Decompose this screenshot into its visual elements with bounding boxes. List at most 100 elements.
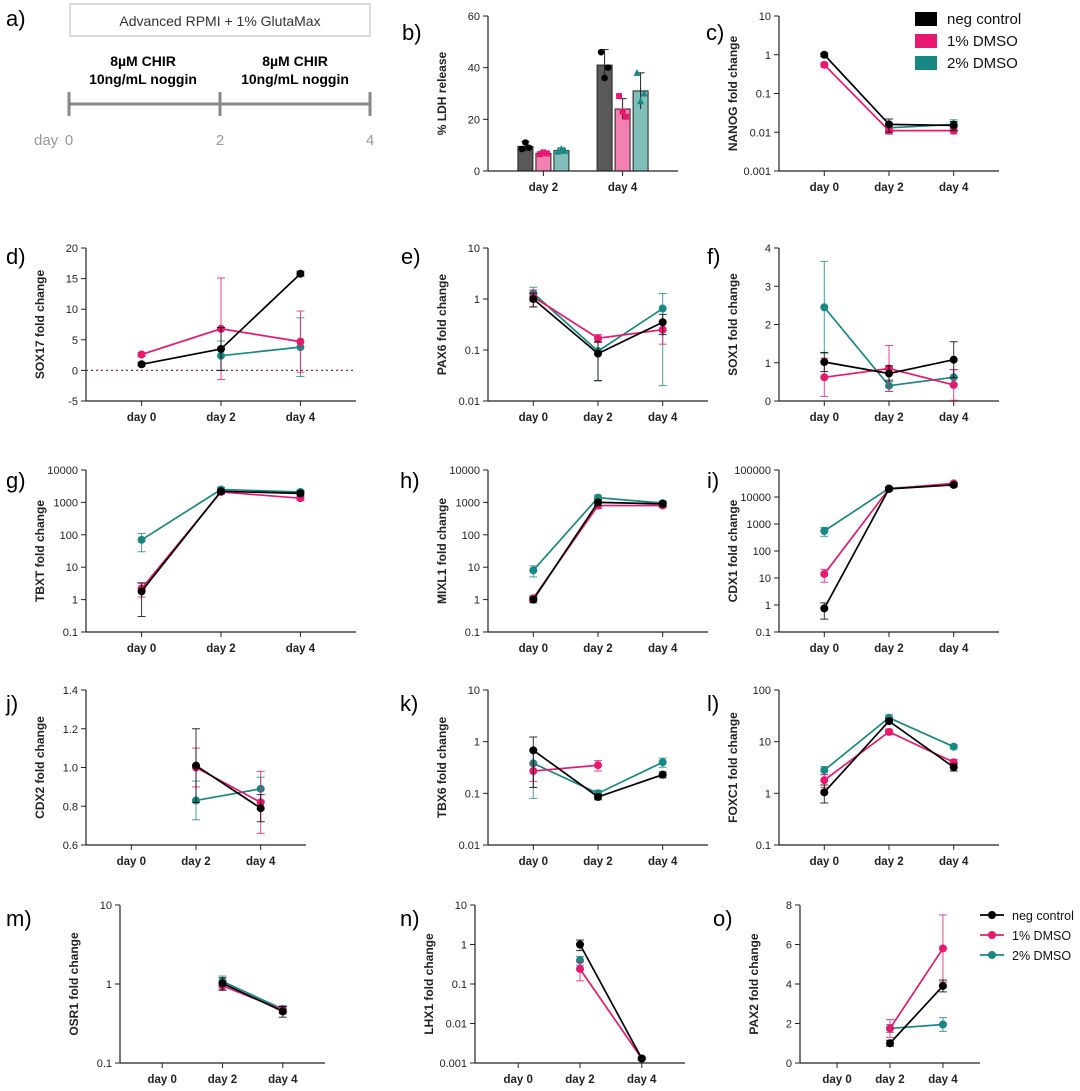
legend-label: 1% DMSO [947, 33, 1018, 50]
data-point [529, 746, 538, 755]
y-axis-label: TBX6 fold change [435, 717, 449, 819]
y-tick-label: 10000 [449, 465, 480, 477]
y-tick-label: 4 [786, 979, 792, 991]
data-point [518, 145, 526, 153]
timeline-tick-label-4: 4 [366, 132, 374, 149]
legend-label: neg control [1012, 909, 1074, 923]
legend-swatch [915, 56, 937, 70]
x-tick-label: day 4 [608, 182, 638, 194]
y-tick-label: 10 [455, 900, 467, 912]
data-point [536, 151, 543, 158]
series-line-1-dmso [889, 947, 944, 1029]
legend-label: 1% DMSO [1012, 929, 1071, 943]
panel-letter: g) [6, 468, 26, 493]
data-point [938, 944, 947, 953]
data-point [529, 295, 538, 303]
y-axis-label: NANOG fold change [726, 36, 740, 152]
data-point [137, 587, 146, 596]
series-line-1-dmso [823, 482, 954, 575]
data-point [820, 303, 829, 312]
series-line-neg-control [532, 501, 663, 601]
series-line-2-dmso [889, 1023, 944, 1030]
y-tick-label: 0.01 [446, 1019, 467, 1031]
x-tick-label: day 2 [874, 856, 903, 868]
data-point [525, 144, 533, 152]
data-point [658, 758, 667, 767]
data-point [594, 792, 602, 801]
y-tick-label: 0.01 [750, 127, 771, 139]
y-tick-label: 40 [468, 63, 480, 75]
y-tick-label: 10000 [740, 492, 771, 504]
panel-letter: m) [6, 906, 32, 931]
data-point [949, 480, 958, 489]
data-point [885, 717, 893, 726]
y-axis-label: PAX6 fold change [435, 274, 449, 375]
data-point [820, 788, 829, 797]
timeline-tick-label-2: 2 [216, 132, 224, 149]
data-point [820, 373, 829, 382]
x-tick-label: day 0 [519, 856, 548, 868]
data-point [278, 1007, 287, 1016]
y-tick-label: 0.1 [465, 345, 480, 357]
data-point [594, 334, 602, 343]
x-tick-label: day 4 [939, 643, 969, 655]
chart-j: j) 0.6 0.8 1.0 1.2 1.4 CDX2 fold change day 0 da… [5, 685, 306, 868]
data-point [594, 349, 602, 358]
y-axis-label: TBXT fold change [33, 500, 47, 602]
x-tick-label: day 0 [810, 643, 839, 655]
y-tick-label: 100 [462, 530, 480, 542]
series-line-1-dmso [140, 491, 301, 590]
y-tick-label: -5 [68, 396, 78, 408]
panel-letter: b) [402, 20, 422, 45]
y-tick-label: 10 [468, 243, 480, 255]
x-tick-label: day 2 [583, 856, 612, 868]
series-line-1-dmso [823, 730, 955, 781]
y-tick-label: 15 [66, 274, 78, 286]
y-tick-label: 0.1 [465, 627, 480, 639]
data-point [938, 1020, 947, 1029]
data-point [540, 149, 547, 156]
data-point [296, 489, 305, 498]
x-tick-label: day 2 [206, 643, 235, 655]
chart-o: o) 0 2 4 6 8 PAX2 fold change day 0 day 2 day 4 [713, 900, 980, 1086]
data-point [554, 147, 562, 155]
data-point [623, 113, 630, 120]
x-tick-label: day 0 [504, 1074, 533, 1086]
y-tick-label: 1 [461, 940, 467, 952]
data-point [658, 770, 667, 779]
y-axis-label: OSR1 fold change [67, 932, 81, 1036]
x-tick-label: day 0 [117, 856, 146, 868]
y-tick-label: 1 [474, 737, 480, 749]
panel-letter: c) [706, 20, 724, 45]
x-tick-label: day 0 [127, 643, 156, 655]
medium-label: Advanced RPMI + 1% GlutaMax [119, 13, 320, 29]
y-tick-label: 10 [759, 737, 771, 749]
x-tick-label: day 0 [810, 182, 839, 194]
y-tick-label: 1 [765, 600, 771, 612]
medium-box [69, 3, 371, 37]
panel-letter: j) [5, 691, 18, 716]
y-tick-label: 3 [765, 281, 771, 293]
x-tick-label: day 4 [648, 643, 678, 655]
timeline-axis-label: day [34, 132, 59, 149]
series-line-neg-control [889, 985, 944, 1044]
panel-letter: e) [401, 244, 421, 269]
data-point [217, 487, 225, 496]
chart-k: k) 0.01 0.1 1 10 TBX6 fold change day 0 day 2 da… [400, 685, 708, 868]
y-tick-label: 0 [765, 396, 771, 408]
series-line-1-dmso [579, 968, 643, 1059]
legend-swatch [915, 12, 937, 26]
timeline-tick-label-0: 0 [65, 132, 73, 149]
y-tick-label: 0.001 [439, 1058, 467, 1070]
data-point [296, 337, 305, 346]
panel-letter: h) [400, 468, 420, 493]
x-tick-label: day 4 [286, 643, 316, 655]
data-point [658, 499, 667, 508]
legend-bottom: neg control 1% DMSO 2% DMSO [980, 909, 1074, 963]
y-tick-label: 1 [765, 50, 771, 62]
x-tick-label: day 2 [874, 182, 903, 194]
y-tick-label: 1000 [456, 497, 480, 509]
data-point [949, 742, 958, 751]
x-tick-label: day 4 [648, 412, 678, 424]
